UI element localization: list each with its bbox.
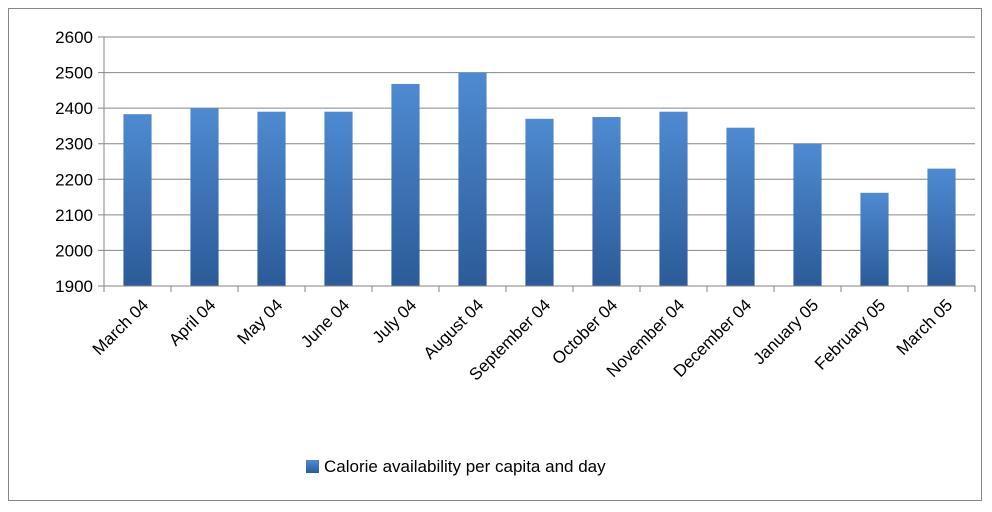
bar [190, 108, 219, 287]
bar [257, 111, 286, 286]
x-tick-label: January 05 [749, 295, 822, 368]
legend-label: Calorie availability per capita and day [324, 457, 606, 476]
bars [123, 72, 956, 287]
x-tick-label: June 04 [297, 295, 353, 351]
x-tick-label: April 04 [165, 295, 219, 349]
x-tick-labels: March 04 April 04 May 04 June 04 July 04 Augu… [89, 295, 957, 384]
bar [525, 118, 554, 286]
bar [726, 127, 755, 286]
bar [458, 72, 487, 286]
bar [324, 111, 353, 286]
x-tick-label: March 04 [89, 295, 153, 359]
y-tick-label: 2300 [55, 135, 93, 154]
bar [860, 192, 889, 286]
bar [123, 114, 152, 286]
bar [927, 168, 956, 286]
legend-swatch [306, 460, 319, 473]
y-tick-label: 2600 [55, 28, 93, 47]
x-tick-label: February 05 [811, 295, 889, 373]
y-tick-labels: 1900 2000 2100 2200 2300 2400 2500 2600 [55, 28, 93, 296]
y-tick-label: 1900 [55, 277, 93, 296]
bar [793, 143, 822, 286]
x-tick-label: March 05 [893, 295, 957, 359]
y-tick-label: 2500 [55, 64, 93, 83]
bar [659, 111, 688, 286]
x-tick-label: August 04 [420, 295, 488, 363]
axes [103, 37, 976, 292]
bar [592, 117, 621, 287]
x-tick-label: October 04 [548, 295, 621, 368]
x-tick-label: May 04 [233, 295, 286, 348]
legend: Calorie availability per capita and day [306, 457, 606, 476]
y-tick-label: 2000 [55, 241, 93, 260]
bar [391, 83, 420, 286]
x-tick-label: July 04 [369, 295, 421, 347]
y-tick-label: 2400 [55, 99, 93, 118]
y-tick-label: 2100 [55, 206, 93, 225]
y-tick-label: 2200 [55, 170, 93, 189]
